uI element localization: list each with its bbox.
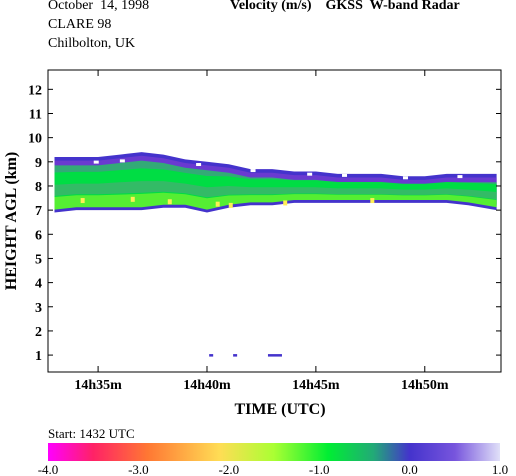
date-text: October 14, 1998 (48, 0, 150, 13)
plot-area (54, 152, 497, 357)
colorbar-tick-label: 0.0 (401, 462, 417, 476)
y-tick-label: 6 (35, 228, 42, 243)
colorbar-tick-label: -1.0 (309, 462, 330, 476)
low-echo (233, 354, 238, 357)
x-tick-label: 14h40m (183, 378, 231, 393)
data-gap (342, 173, 348, 177)
velocity-speckle (130, 196, 135, 202)
x-tick-label: 14h50m (401, 378, 449, 393)
y-tick-label: 10 (28, 132, 42, 147)
data-gap (119, 159, 125, 163)
instrument-title: GKSS W-band Radar (325, 0, 460, 13)
velocity-speckle (167, 199, 172, 205)
cloud-layer-mid (54, 181, 497, 200)
quantity-title: Velocity (m/s) (230, 0, 312, 13)
x-tick-label: 14h45m (292, 378, 340, 393)
data-gap (307, 172, 313, 176)
y-tick-label: 11 (29, 107, 42, 122)
plot-frame (47, 69, 502, 373)
y-tick-label: 2 (35, 325, 42, 340)
y-tick-label: 5 (35, 252, 42, 267)
velocity-speckle (80, 198, 85, 204)
data-gap (196, 163, 202, 167)
data-gap (93, 160, 99, 164)
colorbar-tick-label: -2.0 (219, 462, 240, 476)
data-gap (457, 175, 463, 179)
colorbar-labels: -4.0 -3.0 -2.0 -1.0 0.0 1.0 (38, 462, 508, 476)
colorbar (48, 443, 500, 461)
data-gap (250, 169, 256, 173)
y-tick-label: 1 (35, 349, 42, 364)
x-axis-title: TIME (UTC) (234, 401, 325, 418)
chart-title: Velocity (m/s) GKSS W-band Radar (230, 0, 460, 15)
low-echo (267, 354, 282, 357)
colorbar-tick-label: -4.0 (38, 462, 59, 476)
campaign-text: CLARE 98 (48, 17, 112, 32)
location-text: Chilbolton, UK (48, 36, 136, 51)
colorbar-tick-label: -3.0 (128, 462, 149, 476)
start-time: Start: 1432 UTC (48, 426, 135, 441)
colorbar-tick-label: 1.0 (492, 462, 508, 476)
velocity-speckle (283, 200, 288, 206)
cloud-layer-base (54, 192, 497, 210)
y-tick-label: 12 (28, 83, 42, 98)
low-echo (209, 354, 214, 357)
velocity-speckle (370, 198, 375, 204)
y-axis-title: HEIGHT AGL (km) (3, 152, 20, 290)
header-info: October 14, 1998 CLARE 98 Chilbolton, UK (48, 0, 149, 53)
y-tick-label: 3 (35, 301, 42, 316)
x-axis: 14h35m 14h40m 14h45m 14h50m (74, 70, 449, 393)
y-tick-label: 4 (35, 277, 42, 292)
velocity-speckle (228, 202, 233, 208)
y-tick-label: 8 (35, 180, 42, 195)
x-tick-label: 14h35m (74, 378, 122, 393)
y-tick-label: 7 (35, 204, 42, 219)
data-gap (402, 176, 408, 180)
velocity-speckle (215, 201, 220, 207)
y-tick-label: 9 (35, 156, 42, 171)
